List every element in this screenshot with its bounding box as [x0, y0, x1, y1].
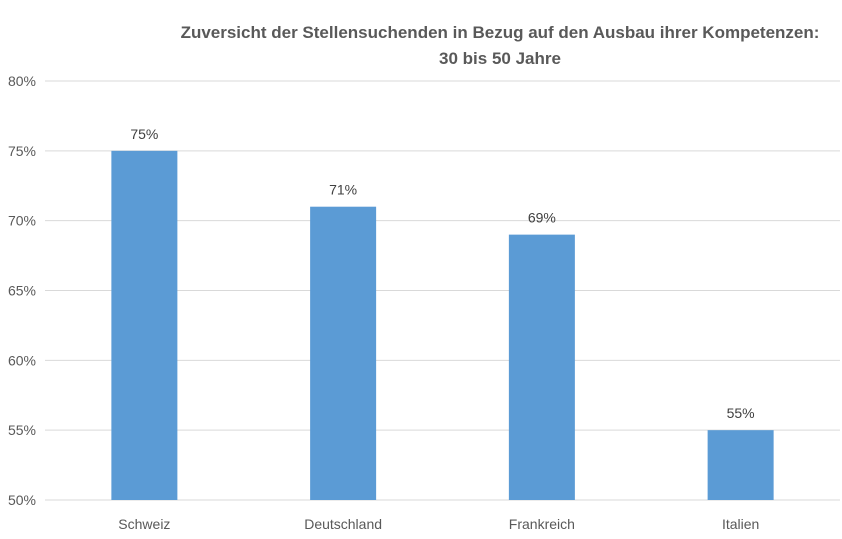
x-axis: Schweiz Deutschland Frankreich Italien	[118, 516, 759, 532]
data-label: 75%	[130, 126, 158, 142]
y-tick-label: 70%	[8, 213, 36, 229]
chart-title-line-2: 30 bis 50 Jahre	[439, 49, 561, 68]
y-tick-label: 75%	[8, 143, 36, 159]
chart-title-line-1: Zuversicht der Stellensuchenden in Bezug…	[181, 23, 820, 42]
gridlines	[45, 80, 840, 501]
y-tick-label: 55%	[8, 422, 36, 438]
x-tick-label: Schweiz	[118, 516, 170, 532]
x-tick-label: Deutschland	[304, 516, 382, 532]
bar	[310, 206, 377, 500]
y-tick-label: 65%	[8, 283, 36, 299]
data-label: 55%	[727, 405, 755, 421]
bar	[707, 430, 774, 500]
bar	[111, 150, 178, 501]
y-tick-label: 60%	[8, 352, 36, 368]
data-labels: 75% 71% 69% 55%	[130, 126, 754, 421]
y-axis: 50% 55% 60% 65% 70% 75% 80%	[8, 73, 36, 508]
y-tick-label: 50%	[8, 492, 36, 508]
bar	[508, 234, 575, 500]
y-tick-label: 80%	[8, 73, 36, 89]
data-label: 69%	[528, 210, 556, 226]
bars	[111, 150, 774, 501]
x-tick-label: Italien	[722, 516, 759, 532]
data-label: 71%	[329, 182, 357, 198]
x-tick-label: Frankreich	[509, 516, 575, 532]
